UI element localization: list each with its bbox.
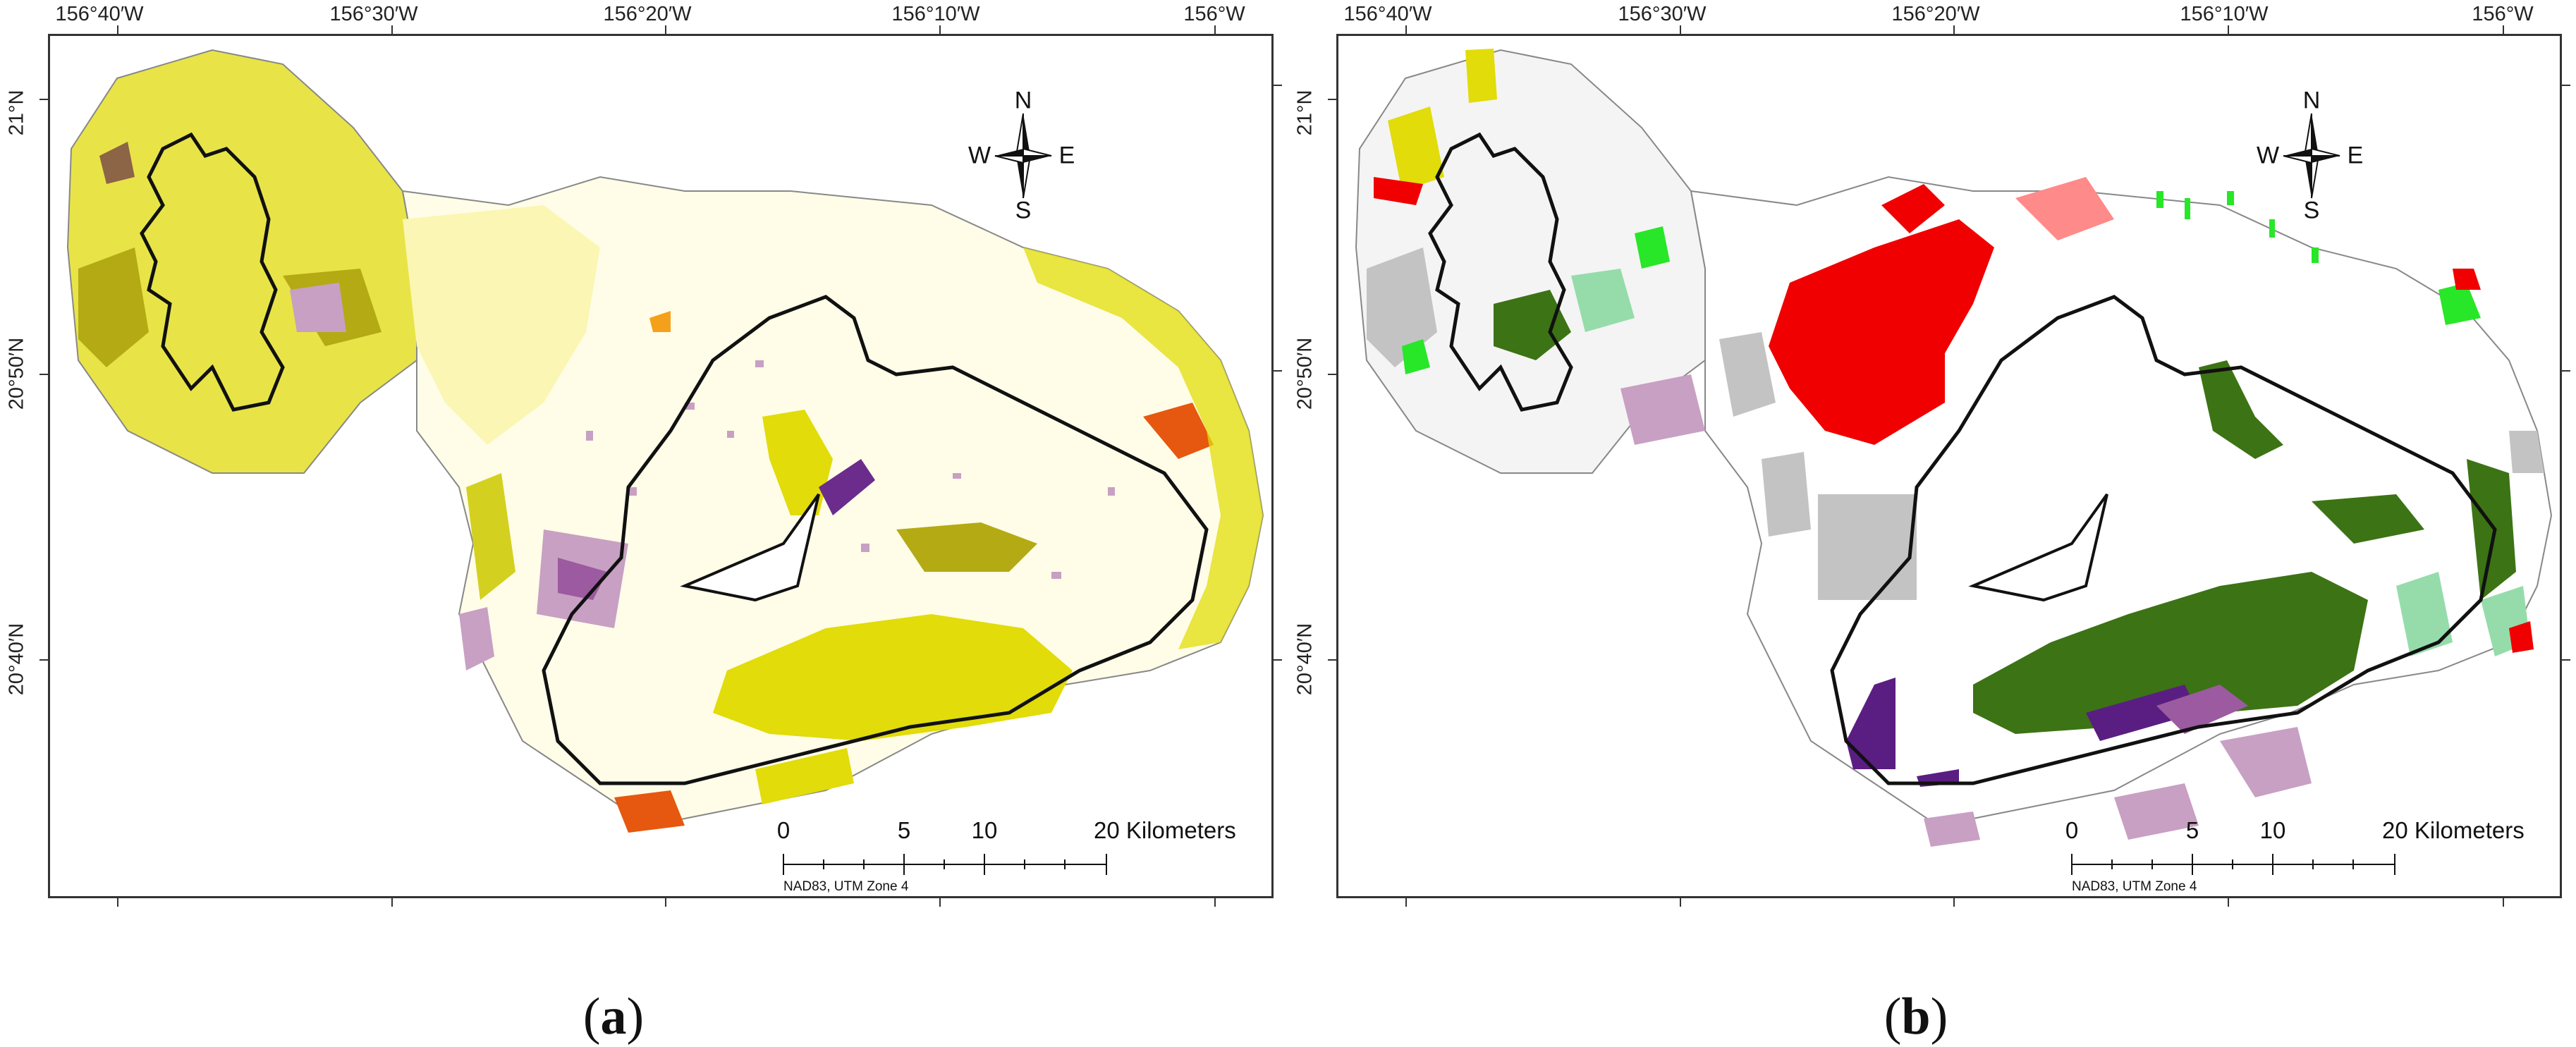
scale-bar: 0 5 10 20 Kilometers NAD83, UTM Zone 4 xyxy=(2044,812,2537,896)
projection-label: NAD83, UTM Zone 4 xyxy=(783,879,909,894)
lat-label: 20°50′N xyxy=(1293,337,1317,410)
scale-tick-label: 10 xyxy=(2259,817,2286,843)
scale-tick-label: 10 xyxy=(971,817,998,843)
lon-label: 156°W xyxy=(2472,3,2534,25)
panel-label-a: (a) xyxy=(582,988,645,1046)
west-label: W xyxy=(967,142,991,169)
lon-label: 156°10′W xyxy=(891,3,980,25)
map-panel-a: 156°40′W 156°30′W 156°20′W 156°10′W 156°… xyxy=(0,0,1288,1046)
lon-label: 156°30′W xyxy=(1618,3,1707,25)
scale-tick-label: 0 xyxy=(2065,817,2079,843)
lat-label: 21°N xyxy=(1293,90,1317,136)
lat-label: 20°50′N xyxy=(5,337,28,410)
north-arrow: N S W E xyxy=(968,87,1075,224)
map-frame: N S W E 0 5 10 20 Kilometers NAD83, UTM … xyxy=(48,34,1274,898)
maui-landcover-map-a xyxy=(66,49,1264,833)
lat-label: 20°40′N xyxy=(1293,623,1317,696)
lon-label: 156°40′W xyxy=(55,3,144,25)
scale-tick-label: 0 xyxy=(776,817,790,843)
north-label: N xyxy=(2302,87,2321,114)
north-label: N xyxy=(1014,87,1032,114)
projection-label: NAD83, UTM Zone 4 xyxy=(2072,879,2197,894)
north-arrow: N S W E xyxy=(2257,87,2364,224)
lat-label: 20°40′N xyxy=(5,623,28,696)
east-label: E xyxy=(1058,142,1075,169)
east-label: E xyxy=(2347,142,2364,169)
south-label: S xyxy=(2303,197,2320,224)
scale-bar: 0 5 10 20 Kilometers NAD83, UTM Zone 4 xyxy=(755,812,1249,896)
lat-label: 21°N xyxy=(5,90,28,136)
lon-label: 156°10′W xyxy=(2180,3,2269,25)
scale-tick-label: 5 xyxy=(897,817,911,843)
compass-icon xyxy=(2283,113,2340,199)
compass-icon xyxy=(994,113,1052,199)
map-panel-b: 156°40′W 156°30′W 156°20′W 156°10′W 156°… xyxy=(1288,0,2576,1046)
lon-label: 156°40′W xyxy=(1343,3,1432,25)
map-frame: N S W E 0 5 10 20 Kilometers NAD83, UTM … xyxy=(1336,34,2562,898)
maui-landcover-map-b xyxy=(1355,49,2553,847)
lon-label: 156°W xyxy=(1183,3,1245,25)
panel-label-b: (b) xyxy=(1884,988,1948,1046)
scale-units-label: 20 Kilometers xyxy=(1094,817,1236,843)
lon-label: 156°20′W xyxy=(603,3,692,25)
lon-label: 156°30′W xyxy=(329,3,418,25)
west-label: W xyxy=(2256,142,2280,169)
scale-tick-label: 5 xyxy=(2185,817,2199,843)
scale-units-label: 20 Kilometers xyxy=(2382,817,2525,843)
south-label: S xyxy=(1015,197,1032,224)
lon-label: 156°20′W xyxy=(1891,3,1980,25)
